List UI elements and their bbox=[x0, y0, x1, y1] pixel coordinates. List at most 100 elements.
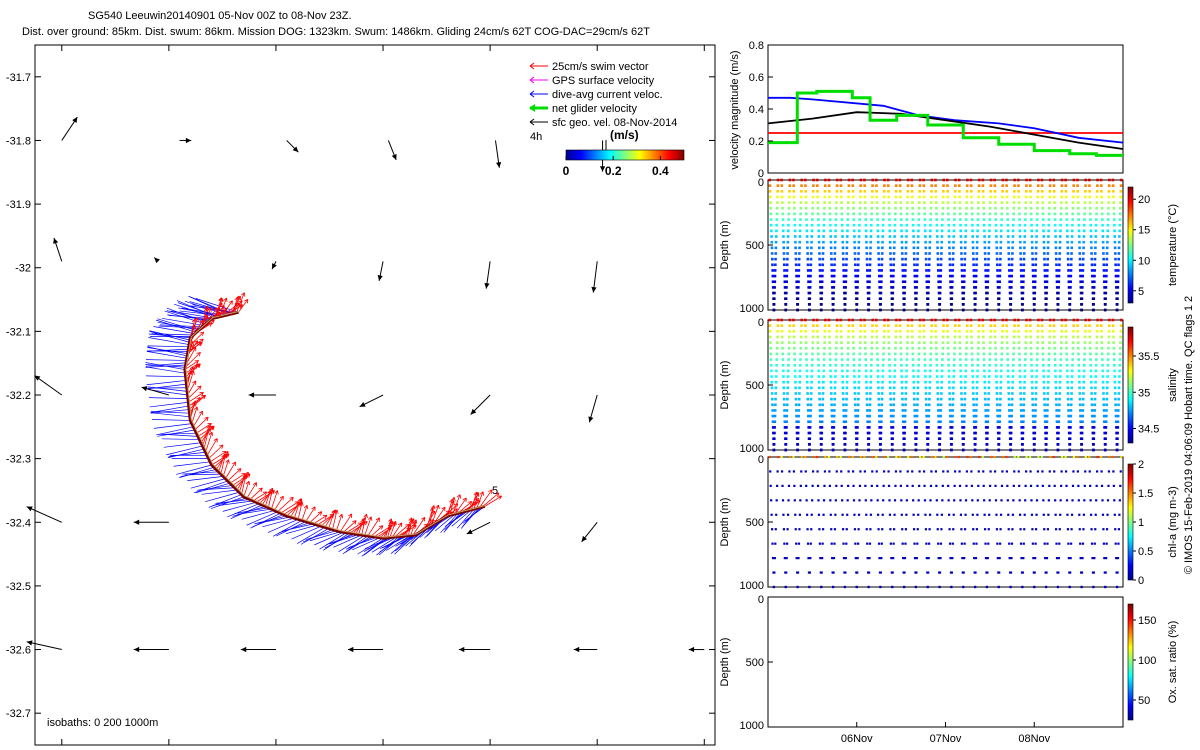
section-point bbox=[830, 542, 833, 545]
swim-vector-head bbox=[244, 298, 249, 304]
section-point bbox=[939, 409, 943, 412]
map-legend: 25cm/s swim vector GPS surface velocity … bbox=[529, 61, 685, 178]
section-point bbox=[800, 330, 803, 333]
section-point bbox=[1066, 240, 1069, 244]
section-point bbox=[1053, 470, 1056, 473]
section-point bbox=[934, 324, 937, 327]
section-point bbox=[863, 201, 867, 204]
section-point bbox=[1048, 184, 1052, 187]
section-point bbox=[987, 392, 991, 395]
section-point bbox=[1076, 184, 1079, 187]
swim-vector-head bbox=[199, 331, 205, 336]
section-point bbox=[1041, 201, 1044, 204]
section-point bbox=[928, 257, 931, 261]
section-point bbox=[1101, 223, 1104, 227]
section-point bbox=[1017, 184, 1020, 187]
section-point bbox=[857, 235, 861, 238]
section-point bbox=[954, 184, 957, 187]
dac-vector bbox=[145, 359, 187, 361]
section-point bbox=[818, 274, 822, 278]
section-point bbox=[912, 252, 916, 255]
section-point bbox=[1071, 206, 1075, 210]
section-point bbox=[940, 513, 943, 516]
section-point bbox=[1047, 218, 1051, 221]
section-point bbox=[817, 246, 821, 250]
swim-vector bbox=[328, 510, 335, 529]
section-point bbox=[829, 246, 833, 250]
swim-vector bbox=[274, 495, 284, 511]
velocity-y-tick-label: 0.8 bbox=[749, 40, 764, 52]
section-point bbox=[811, 201, 815, 204]
swim-vector-head bbox=[479, 491, 484, 496]
section-point bbox=[1105, 414, 1108, 418]
section-point bbox=[780, 330, 784, 333]
swim-vector-head bbox=[213, 307, 218, 312]
section-point bbox=[864, 223, 868, 227]
section-point bbox=[1001, 324, 1005, 327]
section-point bbox=[866, 274, 869, 278]
legend-geo: sfc geo. vel. 08-Nov-2014 bbox=[529, 117, 677, 129]
section-point bbox=[1055, 542, 1058, 545]
swim-vector-head bbox=[196, 351, 201, 357]
section-point bbox=[1053, 206, 1056, 210]
section-point bbox=[1059, 369, 1062, 373]
section-point bbox=[1070, 257, 1073, 261]
section-point bbox=[999, 369, 1003, 373]
section-point bbox=[864, 212, 867, 216]
section-point bbox=[935, 352, 938, 356]
section-point bbox=[970, 341, 973, 344]
section-point bbox=[1070, 369, 1074, 373]
section-point bbox=[1078, 513, 1081, 516]
section-point bbox=[947, 369, 951, 373]
section-point bbox=[913, 542, 916, 545]
section-point bbox=[869, 528, 872, 531]
geo-vector-head bbox=[581, 535, 588, 542]
section-point bbox=[1079, 420, 1082, 424]
section-point bbox=[776, 184, 780, 187]
section-point bbox=[809, 263, 813, 267]
section-point bbox=[776, 178, 780, 182]
section-point bbox=[1069, 263, 1073, 267]
section-point bbox=[818, 397, 821, 401]
swim-vector-head bbox=[204, 416, 209, 422]
section-point bbox=[856, 414, 860, 418]
map-colorbar bbox=[565, 149, 685, 161]
section-point bbox=[798, 392, 801, 395]
swim-vector-head bbox=[215, 311, 221, 317]
section-point bbox=[866, 420, 869, 424]
section-point bbox=[1103, 280, 1106, 284]
section-point bbox=[1067, 403, 1070, 407]
geo-vector-head bbox=[377, 275, 383, 281]
section-point bbox=[1042, 235, 1046, 238]
section-point bbox=[905, 212, 909, 216]
section-point bbox=[845, 257, 848, 261]
section-point bbox=[1060, 341, 1063, 344]
section-point bbox=[782, 386, 786, 390]
section-point bbox=[970, 484, 973, 487]
section-point bbox=[913, 557, 917, 560]
section-point bbox=[1018, 218, 1021, 221]
dac-vector bbox=[333, 534, 362, 548]
section-point bbox=[988, 358, 992, 361]
section-point bbox=[1067, 280, 1071, 284]
section-point bbox=[821, 252, 825, 255]
section-point bbox=[1047, 363, 1051, 367]
section-point bbox=[912, 229, 915, 233]
section-point bbox=[1057, 291, 1060, 295]
swim-vector-head bbox=[279, 495, 284, 501]
swim-vector bbox=[476, 491, 484, 509]
section-point bbox=[900, 386, 904, 390]
section-point bbox=[958, 212, 962, 216]
section-point bbox=[972, 409, 976, 412]
section-point bbox=[891, 431, 895, 435]
section-point bbox=[868, 557, 871, 560]
section-point bbox=[806, 397, 810, 401]
dac-vector bbox=[195, 298, 239, 313]
swim-vector bbox=[187, 380, 197, 396]
section-point bbox=[855, 308, 859, 312]
section-point bbox=[893, 375, 896, 378]
section-point bbox=[799, 195, 803, 199]
swim-vector-head bbox=[244, 471, 249, 477]
section-point bbox=[780, 335, 784, 339]
section-point bbox=[770, 252, 774, 255]
